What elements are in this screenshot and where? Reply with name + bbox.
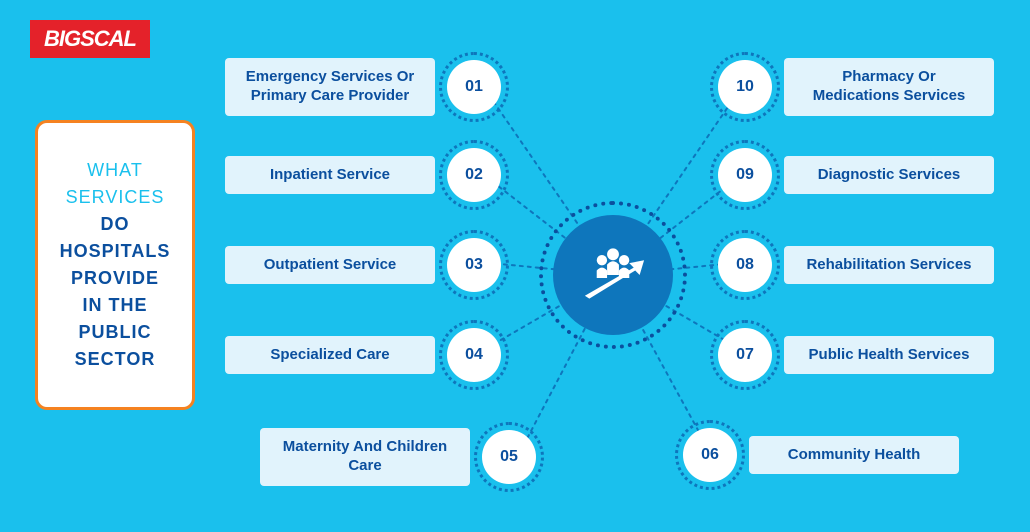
brand-logo: BIGSCAL	[30, 20, 150, 58]
service-number: 03	[447, 238, 501, 292]
service-number: 10	[718, 60, 772, 114]
service-label: Inpatient Service	[225, 156, 435, 195]
service-number: 05	[482, 430, 536, 484]
service-number: 02	[447, 148, 501, 202]
title-line: DO	[60, 211, 171, 238]
title-line: IN THE	[60, 292, 171, 319]
service-label: Rehabilitation Services	[784, 246, 994, 285]
title-line: HOSPITALS	[60, 238, 171, 265]
service-label: Public Health Services	[784, 336, 994, 375]
service-label: Specialized Care	[225, 336, 435, 375]
people-growth-icon	[576, 238, 650, 312]
service-item: Diagnostic Services 09	[718, 148, 994, 202]
service-label: Diagnostic Services	[784, 156, 994, 195]
service-number: 04	[447, 328, 501, 382]
service-item: Outpatient Service 03	[225, 238, 501, 292]
service-label: Outpatient Service	[225, 246, 435, 285]
service-number: 09	[718, 148, 772, 202]
service-number: 06	[683, 428, 737, 482]
service-item: Maternity And Children Care05	[260, 428, 536, 486]
service-number: 08	[718, 238, 772, 292]
title-text: WHATSERVICESDOHOSPITALSPROVIDEIN THEPUBL…	[60, 157, 171, 373]
service-label: Community Health	[749, 436, 959, 475]
title-line: SERVICES	[60, 184, 171, 211]
service-item: Pharmacy Or Medications Services10	[718, 58, 994, 116]
service-number: 07	[718, 328, 772, 382]
service-label: Pharmacy Or Medications Services	[784, 58, 994, 116]
title-line: PROVIDE	[60, 265, 171, 292]
infographic-canvas: BIGSCAL WHATSERVICESDOHOSPITALSPROVIDEIN…	[0, 0, 1030, 532]
title-box: WHATSERVICESDOHOSPITALSPROVIDEIN THEPUBL…	[35, 120, 195, 410]
service-item: Specialized Care 04	[225, 328, 501, 382]
center-hub	[553, 215, 673, 335]
service-item: Public Health Services 07	[718, 328, 994, 382]
title-line: PUBLIC	[60, 319, 171, 346]
service-item: Emergency Services Or Primary Care Provi…	[225, 58, 501, 116]
service-item: Rehabilitation Services 08	[718, 238, 994, 292]
title-line: WHAT	[60, 157, 171, 184]
service-label: Emergency Services Or Primary Care Provi…	[225, 58, 435, 116]
service-item: Community Health 06	[683, 428, 959, 482]
service-item: Inpatient Service 02	[225, 148, 501, 202]
service-label: Maternity And Children Care	[260, 428, 470, 486]
service-number: 01	[447, 60, 501, 114]
title-line: SECTOR	[60, 346, 171, 373]
